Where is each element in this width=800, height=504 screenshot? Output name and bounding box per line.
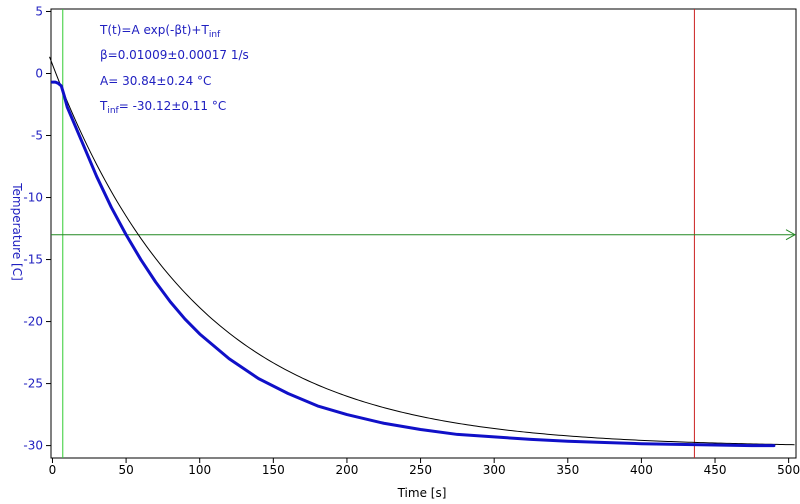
x-tick-label: 450 bbox=[704, 463, 727, 477]
y-tick-label: -20 bbox=[23, 315, 43, 329]
horizontal-cursor-arrowhead[interactable] bbox=[785, 229, 797, 241]
x-tick-label: 200 bbox=[335, 463, 358, 477]
x-tick-label: 350 bbox=[556, 463, 579, 477]
x-tick-label: 0 bbox=[49, 463, 57, 477]
y-tick-label: -30 bbox=[23, 439, 43, 453]
plot-frame bbox=[50, 8, 797, 459]
y-axis-title: Temperature [C] bbox=[10, 182, 24, 281]
x-tick-label: 400 bbox=[630, 463, 653, 477]
x-tick-label: 250 bbox=[409, 463, 432, 477]
beta-label: β=0.01009±0.00017 1/s bbox=[100, 48, 249, 62]
fit-equation-subscript: inf bbox=[209, 30, 221, 40]
tinf-main: T bbox=[99, 99, 108, 113]
cursor-layer bbox=[51, 9, 797, 458]
y-tick-label: 0 bbox=[35, 66, 43, 80]
y-tick-label: -10 bbox=[23, 191, 43, 205]
fit-layer bbox=[49, 56, 795, 446]
series-layer bbox=[50, 80, 776, 448]
y-tick-label: -5 bbox=[31, 129, 43, 143]
y-tick-label: 5 bbox=[35, 4, 43, 18]
amplitude-label: A= 30.84±0.24 °C bbox=[100, 74, 211, 88]
x-tick-label: 50 bbox=[118, 463, 133, 477]
axes-layer: 0 50 100 150 200 250 300 350 400 450 50050-5-10-15… bbox=[23, 4, 800, 477]
x-tick-label: 100 bbox=[188, 463, 211, 477]
x-tick-label: 150 bbox=[262, 463, 285, 477]
x-axis-title: Time [s] bbox=[397, 486, 447, 500]
y-tick-label: -15 bbox=[23, 253, 43, 267]
tinf-label: Tinf= -30.12±0.11 °C bbox=[99, 99, 226, 116]
fit-equation-main: T(t)=A exp(-βt)+T bbox=[99, 23, 209, 37]
temperature-data-series bbox=[50, 80, 776, 448]
y-tick-label: -25 bbox=[23, 377, 43, 391]
fit-curve-line bbox=[49, 56, 795, 446]
tinf-subscript: inf bbox=[107, 106, 119, 116]
tinf-value: = -30.12±0.11 °C bbox=[119, 99, 227, 113]
fit-equation-label: T(t)=A exp(-βt)+Tinf bbox=[99, 23, 221, 40]
x-tick-label: 300 bbox=[483, 463, 506, 477]
x-tick-label: 500 bbox=[777, 463, 800, 477]
